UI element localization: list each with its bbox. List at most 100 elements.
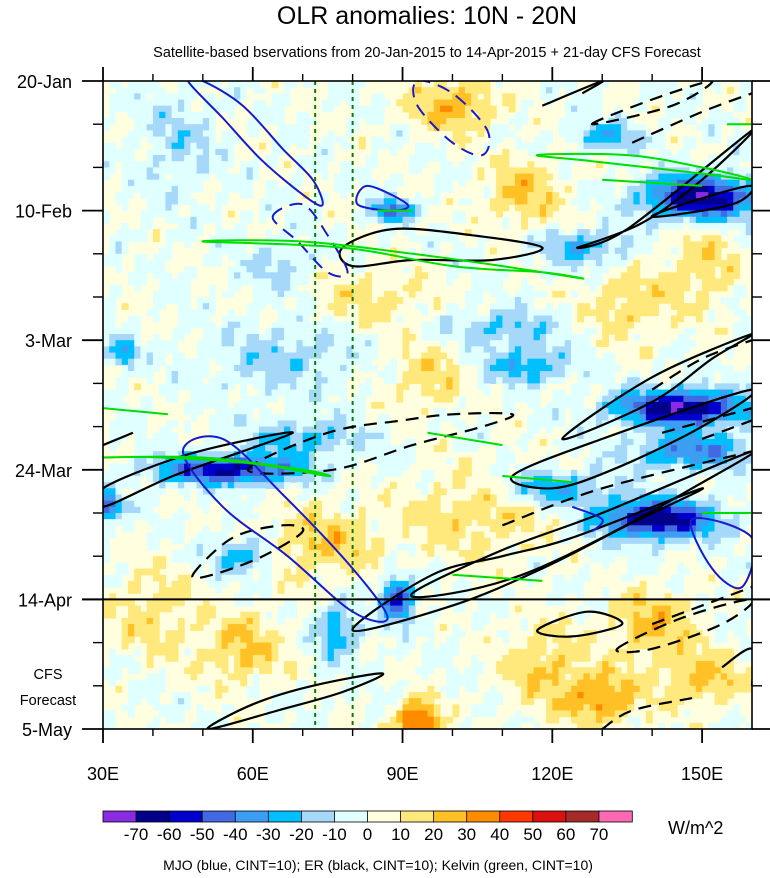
anomaly-cell [327, 383, 335, 391]
anomaly-cell [365, 451, 372, 459]
anomaly-cell [683, 327, 691, 335]
anomaly-cell [302, 451, 310, 459]
anomaly-cell [209, 383, 216, 391]
anomaly-cell [252, 500, 260, 508]
anomaly-cell [252, 315, 260, 323]
anomaly-cell [196, 155, 204, 162]
anomaly-cell [396, 210, 404, 218]
anomaly-cell [620, 155, 628, 162]
anomaly-cell [259, 383, 266, 391]
anomaly-cell [165, 229, 173, 236]
anomaly-cell [458, 210, 466, 218]
anomaly-cell [196, 383, 204, 391]
anomaly-cell [583, 420, 591, 428]
anomaly-cell [458, 105, 466, 113]
anomaly-cell [177, 457, 185, 465]
anomaly-cell [464, 266, 472, 273]
anomaly-cell [184, 426, 191, 434]
anomaly-cell [677, 389, 684, 397]
anomaly-cell [103, 395, 110, 403]
anomaly-cell [583, 334, 591, 341]
anomaly-cell [739, 432, 747, 440]
anomaly-cell [184, 494, 191, 502]
anomaly-cell [452, 519, 460, 526]
anomaly-cell [327, 438, 335, 446]
anomaly-cell [652, 161, 659, 168]
anomaly-cell [645, 192, 653, 199]
anomaly-cell [658, 513, 666, 520]
anomaly-cell [546, 469, 553, 477]
anomaly-cell [614, 142, 622, 150]
anomaly-cell [371, 99, 379, 107]
anomaly-cell [433, 519, 441, 526]
anomaly-cell [377, 438, 385, 446]
anomaly-cell [620, 192, 628, 199]
anomaly-cell [664, 346, 672, 354]
anomaly-cell [745, 229, 752, 236]
anomaly-cell [159, 118, 166, 125]
anomaly-cell [702, 364, 709, 372]
anomaly-cell [514, 463, 522, 471]
anomaly-cell [683, 241, 691, 249]
anomaly-cell [259, 111, 266, 119]
anomaly-cell [302, 519, 310, 526]
anomaly-cell [483, 315, 491, 323]
anomaly-cell [390, 469, 397, 477]
anomaly-cell [733, 451, 741, 459]
anomaly-cell [184, 105, 191, 113]
anomaly-cell [127, 346, 135, 354]
anomaly-cell [739, 179, 747, 187]
anomaly-cell [583, 377, 591, 384]
anomaly-cell [452, 210, 460, 218]
anomaly-cell [383, 222, 391, 230]
anomaly-cell [514, 340, 522, 347]
anomaly-cell [346, 334, 354, 341]
anomaly-cell [115, 87, 123, 94]
anomaly-cell [265, 111, 273, 119]
anomaly-cell [140, 352, 148, 360]
anomaly-cell [103, 216, 110, 224]
anomaly-cell [564, 340, 572, 347]
anomaly-cell [177, 278, 185, 286]
anomaly-cell [365, 346, 372, 354]
anomaly-cell [290, 278, 298, 286]
anomaly-cell [340, 383, 347, 391]
anomaly-cell [583, 494, 591, 502]
anomaly-cell [452, 111, 460, 119]
anomaly-cell [177, 321, 185, 329]
anomaly-cell [115, 383, 123, 391]
anomaly-cell [221, 408, 229, 415]
anomaly-cell [327, 426, 335, 434]
anomaly-cell [358, 142, 366, 150]
anomaly-cell [103, 321, 110, 329]
anomaly-cell [202, 371, 210, 378]
anomaly-cell [234, 99, 241, 107]
anomaly-cell [271, 364, 279, 372]
anomaly-cell [371, 179, 379, 187]
anomaly-cell [639, 130, 647, 138]
anomaly-cell [614, 204, 622, 212]
anomaly-cell [227, 142, 235, 150]
anomaly-cell [645, 463, 653, 471]
anomaly-cell [171, 173, 179, 181]
anomaly-cell [140, 364, 148, 372]
anomaly-cell [290, 130, 298, 138]
anomaly-cell [639, 395, 647, 403]
anomaly-cell [571, 482, 578, 489]
anomaly-cell [109, 519, 117, 526]
anomaly-cell [502, 383, 510, 391]
anomaly-cell [190, 358, 198, 366]
anomaly-cell [259, 494, 266, 502]
anomaly-cell [514, 198, 522, 206]
anomaly-cell [708, 155, 716, 162]
anomaly-cell [739, 383, 747, 391]
anomaly-cell [134, 272, 142, 280]
anomaly-cell [645, 426, 653, 434]
anomaly-cell [196, 445, 204, 452]
anomaly-cell [415, 93, 422, 101]
anomaly-cell [595, 241, 603, 249]
anomaly-cell [521, 118, 528, 125]
anomaly-cell [464, 93, 472, 101]
anomaly-cell [645, 142, 653, 150]
anomaly-cell [121, 513, 129, 520]
